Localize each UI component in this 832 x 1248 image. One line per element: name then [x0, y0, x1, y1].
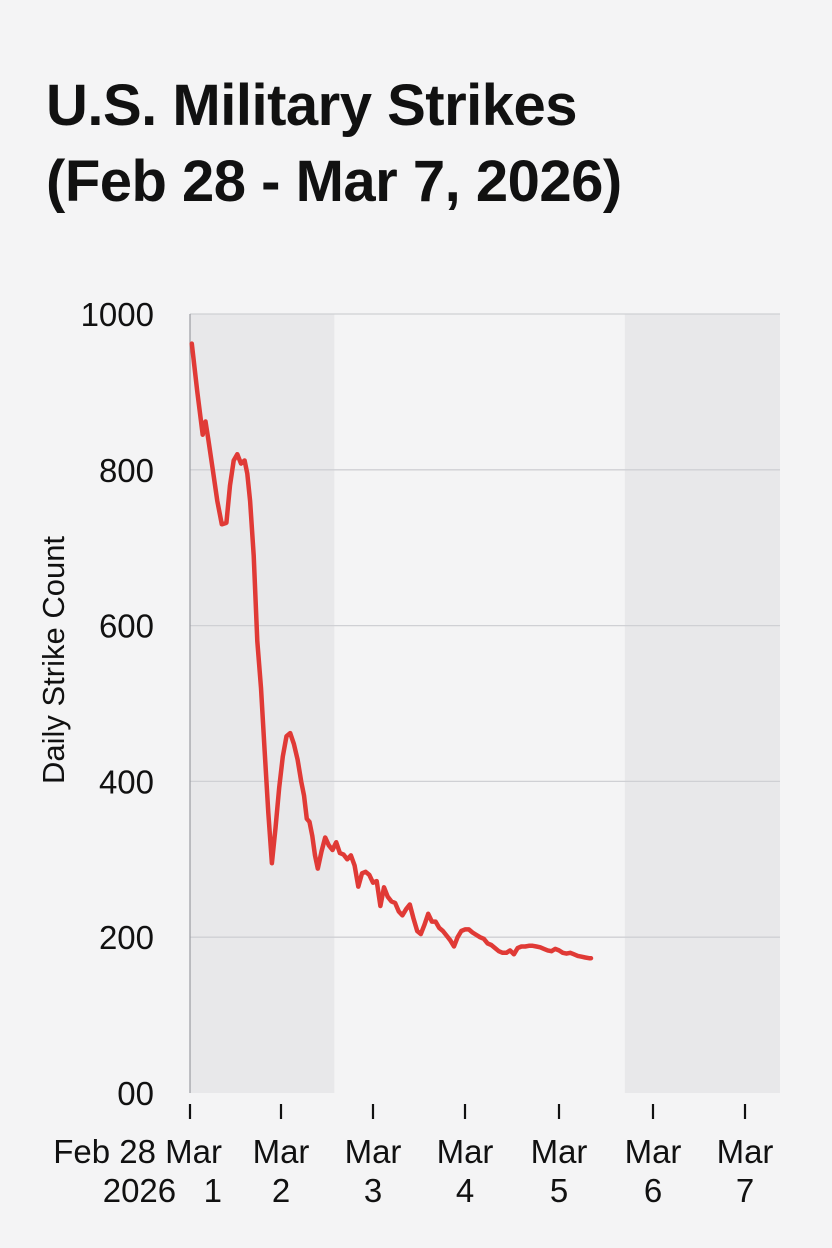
x-axis-ticks: Feb 28 Mar 2026 1 Mar 2 Mar 3 Mar 4 Mar 5 Mar 6 Mar 7	[53, 1104, 773, 1209]
y-tick-label: 200	[99, 919, 154, 956]
y-axis-title: Daily Strike Count	[36, 536, 71, 784]
x-tick-label: Mar 3	[345, 1133, 402, 1209]
x-tick-label: Mar 4	[437, 1133, 494, 1209]
x-tick-label: Mar 6	[625, 1133, 682, 1209]
shaded-band	[624, 314, 780, 1093]
x-tick-label: Mar 2	[253, 1133, 310, 1209]
x-tick-label: Mar 7	[717, 1133, 774, 1209]
x-tick-label: Mar 5	[531, 1133, 588, 1209]
y-tick-label: 00	[117, 1075, 154, 1112]
chart-title-line-1: U.S. Military Strikes	[46, 73, 578, 138]
y-axis-ticks: 1000 800 600 400 200 00	[81, 296, 154, 1112]
y-tick-label: 400	[99, 763, 154, 800]
y-tick-label: 1000	[81, 296, 154, 333]
chart-title-line-2: (Feb 28 - Mar 7, 2026)	[46, 149, 622, 214]
series-line	[189, 341, 594, 961]
chart-title: U.S. Military Strikes (Feb 28 - Mar 7, 2…	[46, 68, 806, 220]
x-tick-label: Feb 28 Mar 2026 1	[53, 1133, 222, 1209]
y-tick-label: 600	[99, 608, 154, 645]
shaded-bands	[190, 314, 780, 1093]
y-tick-label: 800	[99, 452, 154, 489]
